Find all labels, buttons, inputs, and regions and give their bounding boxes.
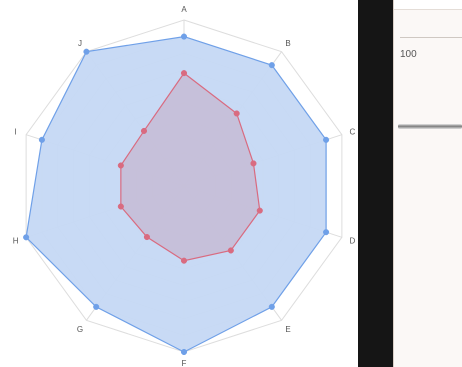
axis-label-d: D <box>349 237 355 246</box>
axis-label-f: F <box>182 359 187 367</box>
series-2-point-b <box>233 110 240 117</box>
axis-label-j: J <box>78 39 82 48</box>
axis-label-b: B <box>285 39 290 48</box>
series-2-point-c <box>250 160 257 167</box>
series-1-point-h <box>23 234 30 241</box>
dark-divider <box>358 0 393 367</box>
axis-label-h: H <box>13 237 19 246</box>
series-2-point-d <box>256 207 263 214</box>
series-1-point-a <box>180 33 188 40</box>
series-2-point-j <box>140 127 148 134</box>
series-2-point-h <box>117 203 124 210</box>
series-1-point-e <box>268 303 275 310</box>
series-1-point-j <box>83 48 90 55</box>
radar-chart: A B C D E F G H I J <box>12 5 356 367</box>
series-1-point-c <box>323 136 330 143</box>
radar-svg: A B C D E F G H I J <box>13 5 356 367</box>
axis-label-c: C <box>349 127 355 136</box>
series-2-point-a <box>180 70 188 77</box>
side-panel-grid-line <box>400 37 462 38</box>
side-panel-tick-label: 100 <box>400 49 417 60</box>
axis-label-g: G <box>77 325 83 334</box>
series-2-point-g <box>143 233 150 241</box>
axis-label-a: A <box>181 5 187 14</box>
series-1-point-g <box>93 303 100 310</box>
series-2-point-e <box>227 247 234 254</box>
side-panel: 100 <box>393 0 462 367</box>
series-2-point-i <box>117 162 124 169</box>
horizontal-scrollbar[interactable] <box>398 124 462 129</box>
series-1-point-i <box>38 136 45 143</box>
series-2-point-f <box>180 257 188 264</box>
series-1-point-b <box>268 62 275 69</box>
axis-label-i: I <box>15 127 17 136</box>
side-panel-top-rule <box>394 0 462 10</box>
series-1-point-d <box>323 229 330 236</box>
series-1-point-f <box>180 348 188 356</box>
axis-label-e: E <box>285 325 290 334</box>
